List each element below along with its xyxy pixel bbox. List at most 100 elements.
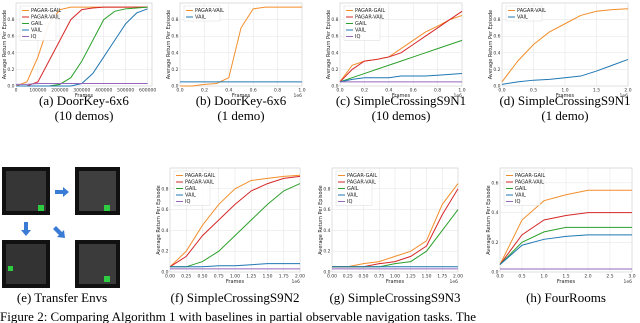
x-tick-label: 0.50	[197, 274, 207, 280]
legend-label: PAGAR-GAIL	[515, 173, 545, 179]
x-offset-label: 1e6	[624, 279, 633, 285]
y-axis-label: Average Return Per Episode	[2, 10, 8, 80]
legend-label: VAIL	[195, 15, 206, 21]
y-tick-label: 0.6	[331, 34, 338, 40]
series-line	[170, 183, 301, 268]
figure-caption: Figure 2: Comparing Algorithm 1 with bas…	[0, 309, 476, 323]
y-tick-label: 0.0	[491, 270, 498, 276]
x-tick-label: 0.50	[358, 274, 368, 280]
x-tick-label: 0.2	[361, 88, 368, 94]
series-line	[339, 73, 463, 83]
y-tick-label: 0.8	[323, 186, 330, 192]
y-axis-label: Average Return Per Episode	[486, 185, 492, 255]
y-tick-label: 0.8	[161, 186, 168, 192]
env-image	[79, 171, 116, 211]
x-offset-label: 1e6	[294, 93, 303, 99]
env-image	[6, 244, 46, 284]
y-tick-label: 0.6	[161, 207, 168, 213]
series-line	[501, 58, 629, 85]
panel-caption: (h) FourRooms	[526, 290, 606, 305]
x-tick-label: 1.5	[593, 88, 600, 94]
y-axis-label: Average Return Per Episode	[156, 185, 162, 255]
x-tick-label: 0.4	[225, 88, 232, 94]
x-axis-label: Frames	[392, 93, 411, 99]
x-tick-label: 100000	[29, 88, 46, 94]
x-tick-label: 1.25	[246, 274, 256, 280]
x-tick-label: 1.75	[437, 274, 447, 280]
x-axis-label: Frames	[386, 279, 405, 285]
y-tick-label: 0.0	[323, 270, 330, 276]
y-tick-label: 0.2	[171, 67, 178, 73]
panel-caption: (f) SimpleCrossingS9N2	[171, 290, 300, 305]
x-offset-label: 1e6	[450, 279, 459, 285]
series-line	[339, 10, 463, 83]
y-tick-label: 0.8	[171, 17, 178, 23]
chart: 0.0 0.2 0.4 0.6 0.8 0 100000 200000 300000 400000…	[2, 2, 156, 123]
x-tick-label: 2.0	[624, 88, 631, 94]
y-tick-label: 0.6	[491, 180, 498, 186]
x-tick-label: 600000	[139, 88, 156, 94]
x-tick-label: 0.0	[176, 88, 183, 94]
y-tick-label: 0.6	[493, 34, 500, 40]
y-tick-label: 0.4	[323, 228, 330, 234]
series-line	[499, 189, 632, 265]
series-line	[499, 212, 632, 265]
x-tick-label: 0.8	[274, 88, 281, 94]
x-tick-label: 1.0	[458, 88, 465, 94]
x-tick-label: 0.00	[165, 274, 175, 280]
legend-label: PAGAR-VAIL	[347, 180, 376, 186]
x-tick-label: 0.75	[374, 274, 384, 280]
series-line	[170, 263, 300, 268]
x-tick-label: 3.0	[628, 274, 635, 280]
panel-caption: (c) SimpleCrossingS9N1	[336, 93, 466, 108]
x-tick-label: 1.50	[421, 274, 431, 280]
panel-caption: (1 demo)	[217, 108, 264, 123]
y-tick-label: 0.2	[493, 67, 500, 73]
x-tick-label: 300000	[73, 88, 90, 94]
series-line	[169, 174, 301, 268]
y-tick-label: 0.2	[7, 67, 14, 73]
series-line	[332, 183, 459, 268]
x-tick-label: 1.0	[561, 88, 568, 94]
env-goal	[104, 205, 110, 211]
legend-label: PAGAR-VAIL	[355, 15, 384, 21]
legend-label: IQ	[515, 199, 520, 205]
y-tick-label: 0.4	[161, 228, 168, 234]
x-tick-label: 0.0	[496, 274, 503, 280]
series-line	[169, 175, 301, 268]
x-tick-label: 0.00	[327, 274, 337, 280]
panel-caption: (1 demo)	[541, 108, 588, 123]
y-tick-label: 0.6	[171, 34, 178, 40]
x-tick-label: 2.0	[584, 274, 591, 280]
y-tick-label: 0.8	[7, 17, 14, 23]
x-tick-label: 2.5	[606, 274, 613, 280]
y-axis-label: Average Return Per Episode	[326, 10, 332, 80]
legend-label: PAGAR-GAIL	[185, 173, 215, 179]
legend-label: IQ	[185, 199, 190, 205]
x-tick-label: 0.75	[214, 274, 224, 280]
series-line	[499, 234, 632, 265]
transfer-envs: (e) Transfer Envs	[2, 167, 120, 305]
env-image	[6, 171, 46, 211]
x-tick-label: 0.6	[250, 88, 257, 94]
legend-label: VAIL	[515, 193, 526, 199]
y-tick-label: 0.2	[323, 249, 330, 255]
y-tick-label: 0.4	[493, 50, 500, 56]
legend-label: GAIL	[185, 186, 197, 192]
legend-label: PAGAR-GAIL	[31, 8, 61, 14]
x-tick-label: 0.8	[434, 88, 441, 94]
y-axis-label: Average Return Per Episode	[318, 185, 324, 255]
series-line	[499, 226, 632, 265]
env-image	[79, 244, 116, 284]
panel-caption: (a) DoorKey-6x6	[39, 93, 129, 108]
x-tick-label: 1.50	[262, 274, 272, 280]
x-tick-label: 1.5	[562, 274, 569, 280]
x-tick-label: 500000	[117, 88, 134, 94]
y-axis-label: Average Return Per Episode	[166, 10, 172, 80]
arrow	[55, 187, 69, 197]
x-tick-label: 1.75	[279, 274, 289, 280]
series-line	[501, 8, 629, 83]
panel-caption: (10 demos)	[372, 108, 431, 123]
legend-label: GAIL	[31, 21, 43, 27]
panel-caption: (g) SimpleCrossingS9N3	[329, 290, 460, 305]
